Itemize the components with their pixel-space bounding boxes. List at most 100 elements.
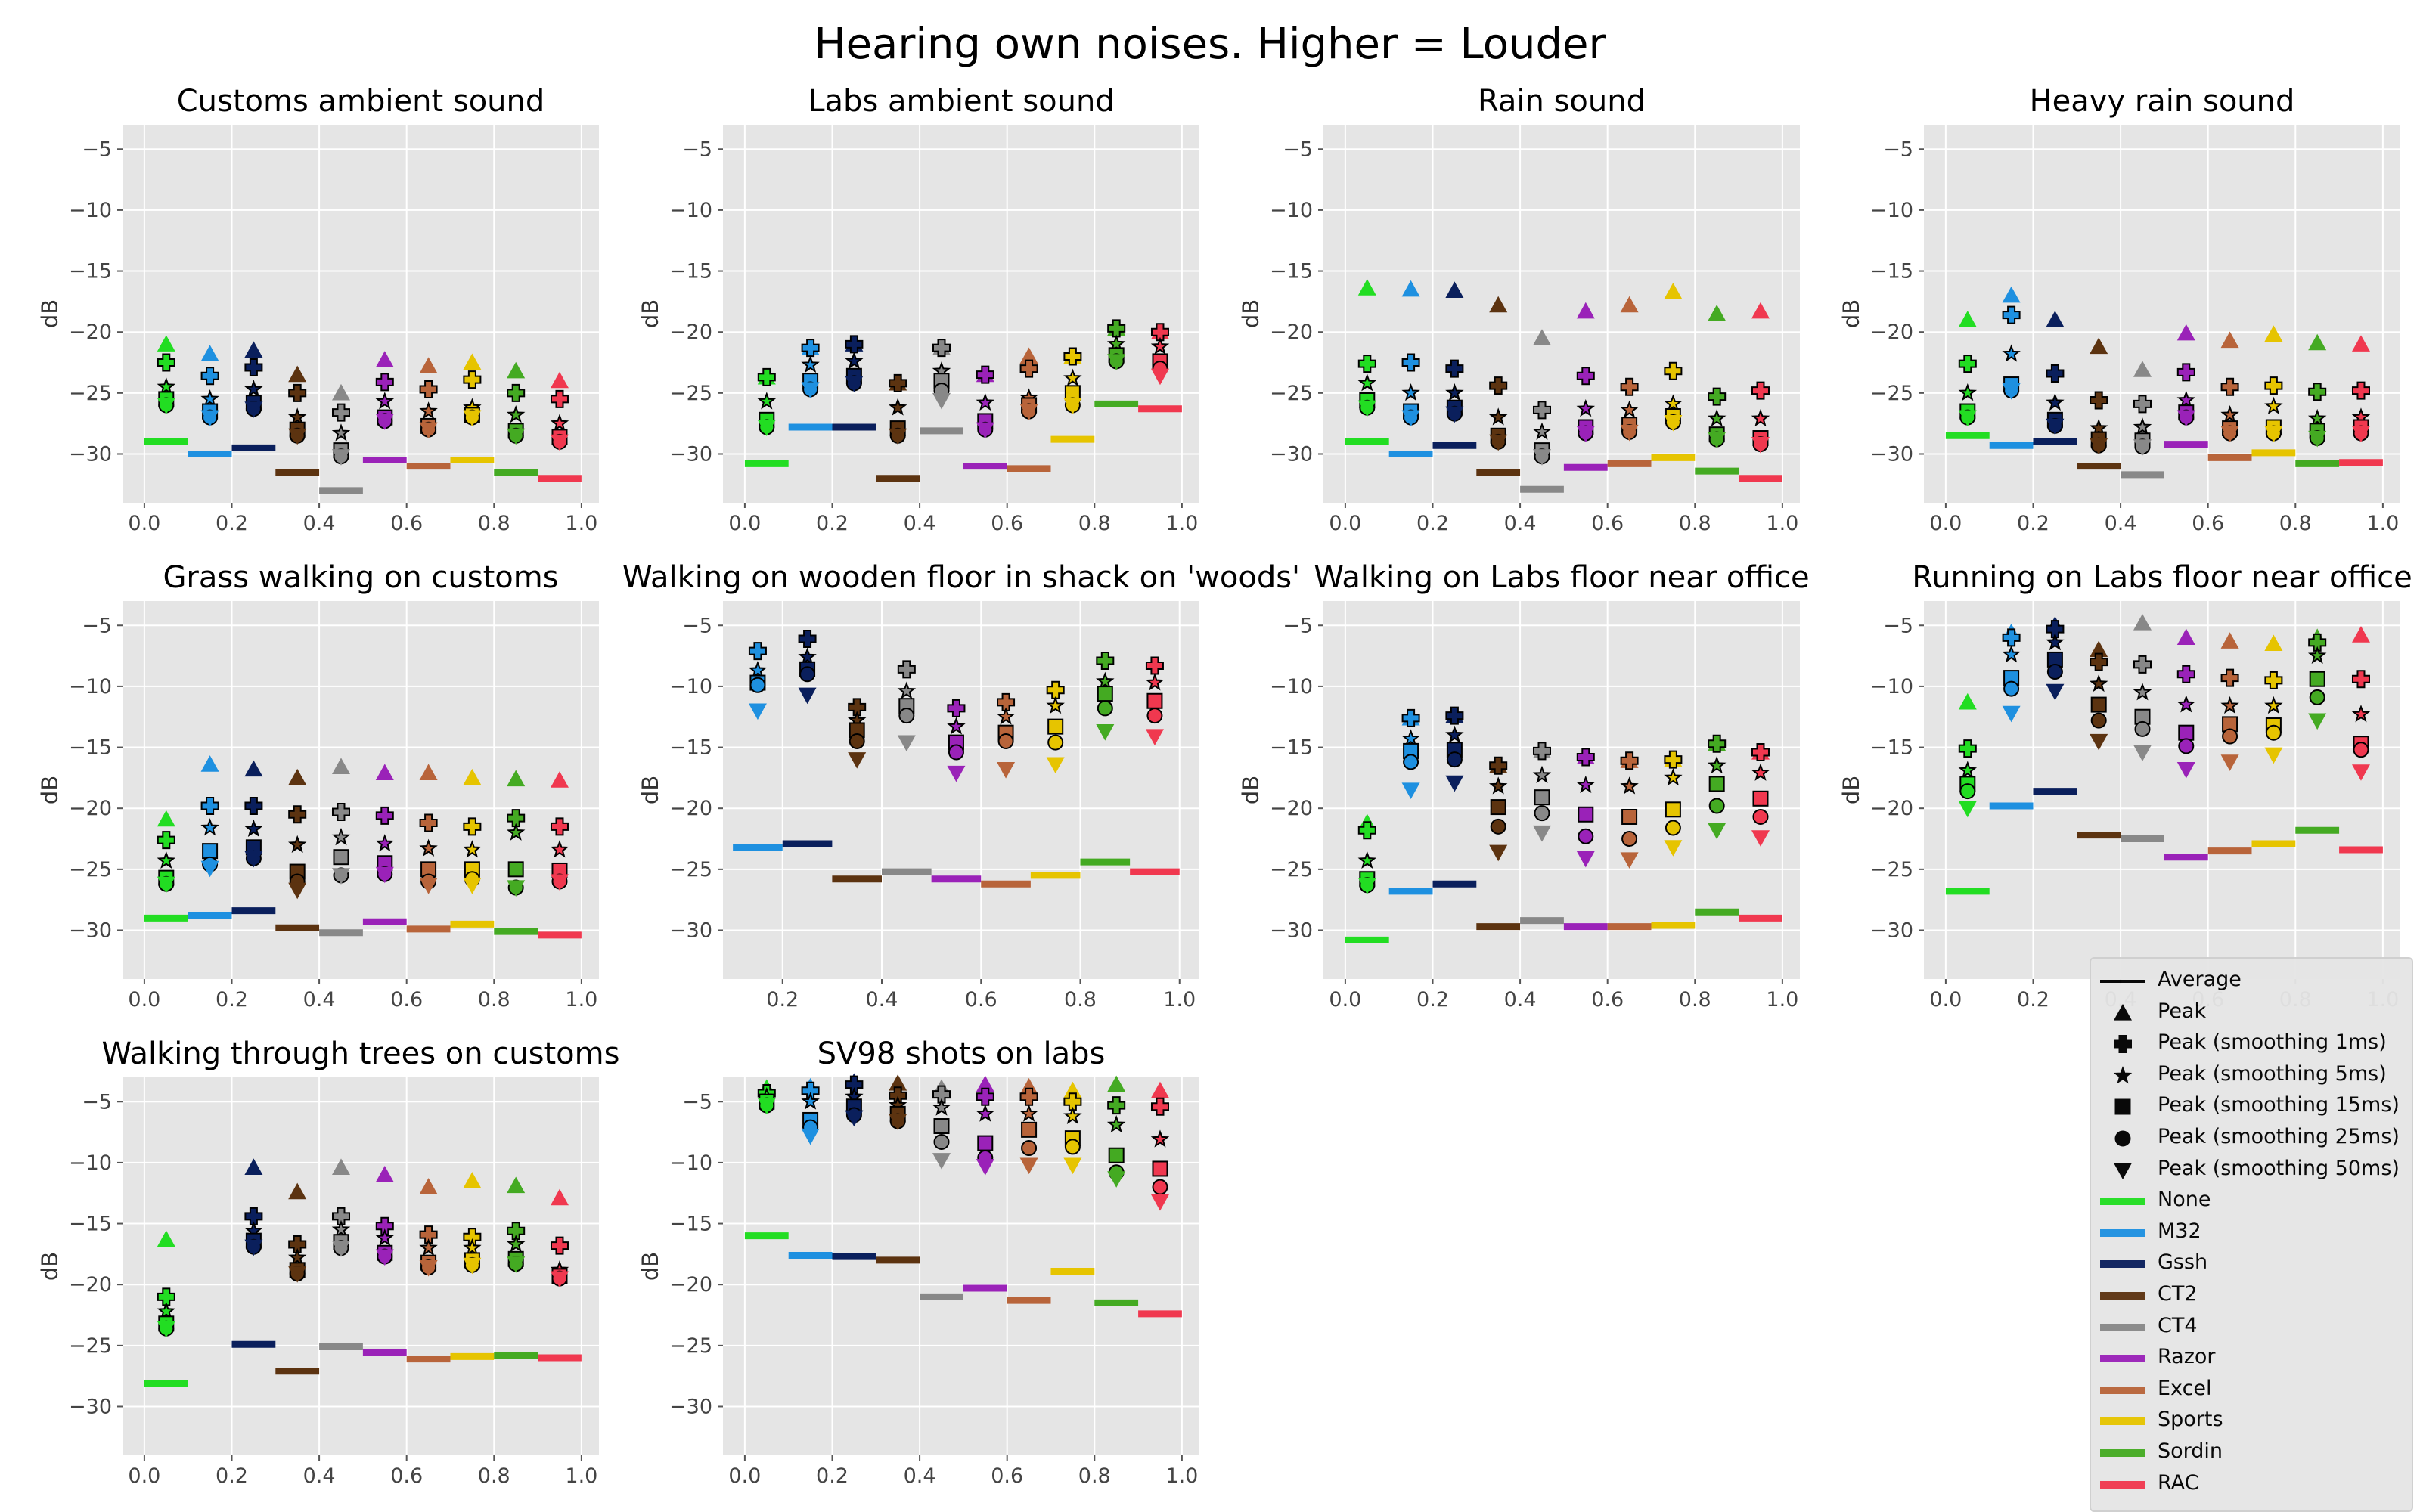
x-tick-label: 0.2 xyxy=(2017,988,2049,1012)
series-sports xyxy=(1050,1081,1095,1275)
peak-marker-plus xyxy=(801,339,820,358)
peak-marker-triangle-down xyxy=(1401,782,1420,799)
series-excel xyxy=(406,764,451,933)
peak-marker-plus xyxy=(463,370,482,389)
peak-marker-plus xyxy=(845,1075,864,1094)
series-ct2 xyxy=(2077,337,2121,470)
peak-marker-triangle-up xyxy=(507,770,526,787)
peak-marker-triangle-up xyxy=(244,760,263,777)
x-tick-label: 0.2 xyxy=(2017,512,2049,535)
peak-marker-triangle-down xyxy=(507,880,526,897)
peak-marker-triangle-up xyxy=(889,1074,908,1091)
peak-marker-triangle-up xyxy=(331,1158,350,1175)
series-sports xyxy=(450,1172,495,1360)
y-axis-label: dB xyxy=(37,1252,63,1281)
peak-marker-circle xyxy=(1959,783,1976,800)
series-ct2 xyxy=(1476,756,1521,931)
x-tick-label: 0.0 xyxy=(1929,512,1962,535)
peak-marker-plus xyxy=(1958,739,1977,758)
peak-marker-star xyxy=(801,355,820,373)
peak-marker-plus xyxy=(997,692,1016,711)
legend-key xyxy=(2100,1418,2145,1426)
peak-marker-triangle-up xyxy=(2090,337,2108,355)
peak-marker-triangle-down xyxy=(331,868,350,885)
series-razor xyxy=(1563,748,1608,931)
peak-marker-circle xyxy=(2090,712,2107,729)
peak-marker-triangle-up xyxy=(463,353,482,370)
subplot-9: 0.0 0.2 0.4 0.6 0.8 1.0 −5 −10 −15 −20 −25 −30 dB Wal… xyxy=(37,1036,619,1488)
peak-marker-plus xyxy=(507,809,526,828)
peak-marker-plus xyxy=(1145,656,1164,675)
legend-label: Peak (smoothing 50ms) xyxy=(2158,1156,2400,1180)
peak-marker-triangle-up xyxy=(2220,331,2239,349)
y-tick-label: −30 xyxy=(69,1395,112,1418)
peak-marker-triangle-up xyxy=(419,357,438,373)
peak-marker-star xyxy=(1145,673,1165,691)
peak-marker-triangle-up xyxy=(1063,1081,1082,1098)
plot-area xyxy=(123,125,599,503)
peak-marker-plus xyxy=(288,805,307,824)
series-none xyxy=(144,810,188,922)
peak-marker-triangle-up xyxy=(157,1230,175,1247)
subplot-5: 0.0 0.2 0.4 0.6 0.8 1.0 −5 −10 −15 −20 −25 −30 dB Gra… xyxy=(37,560,599,1012)
x-tick-label: 0.6 xyxy=(390,988,423,1012)
series-m32 xyxy=(188,345,232,457)
peak-marker-triangle-up xyxy=(2220,632,2239,649)
peak-marker-plus xyxy=(1445,706,1464,725)
series-none xyxy=(144,1230,188,1387)
peak-marker-star xyxy=(1063,1106,1082,1125)
peak-marker-triangle-up xyxy=(1532,329,1551,345)
peak-marker-plus xyxy=(1620,377,1639,396)
series-ct2 xyxy=(275,365,320,476)
peak-marker-star xyxy=(2089,674,2108,692)
peak-marker-star xyxy=(200,389,219,407)
plot-area xyxy=(1924,601,2400,979)
series-ct4 xyxy=(319,758,363,937)
peak-marker-square xyxy=(1146,692,1163,709)
peak-marker-square xyxy=(1021,1121,1038,1138)
y-tick-label: −10 xyxy=(1270,675,1313,699)
peak-marker-star xyxy=(2220,405,2239,423)
peak-marker-triangle-down xyxy=(801,382,820,398)
peak-marker-triangle-down xyxy=(331,449,350,466)
x-tick-label: 1.0 xyxy=(1165,1464,1198,1488)
plot-area xyxy=(723,601,1199,979)
peak-marker-circle xyxy=(997,733,1014,749)
peak-marker-star xyxy=(1532,765,1552,784)
peak-marker-plus xyxy=(845,335,864,354)
legend-label: Peak (smoothing 15ms) xyxy=(2158,1093,2400,1117)
peak-marker-triangle-up xyxy=(375,764,394,781)
peak-marker-triangle-up xyxy=(1620,296,1639,313)
peak-marker-star xyxy=(2264,696,2283,714)
series-gssh xyxy=(1432,281,1477,449)
series-excel xyxy=(2207,632,2252,855)
peak-marker-plus xyxy=(1664,750,1683,769)
peak-marker-triangle-down xyxy=(507,1256,526,1273)
peak-marker-plus xyxy=(1357,355,1376,373)
peak-marker-plus xyxy=(1620,751,1639,770)
peak-marker-star xyxy=(375,1228,395,1247)
peak-marker-star xyxy=(1664,394,1683,412)
peak-marker-triangle-up xyxy=(2002,286,2021,303)
y-tick-label: −15 xyxy=(1270,260,1313,284)
peak-marker-plus xyxy=(2133,655,2152,674)
peak-marker-triangle-up xyxy=(288,365,307,383)
peak-marker-triangle-down xyxy=(2046,683,2065,701)
peak-marker-triangle-down xyxy=(1107,1171,1126,1188)
peak-marker-triangle-up xyxy=(1150,1081,1169,1098)
peak-marker-triangle-up xyxy=(2264,634,2283,652)
peak-marker-plus xyxy=(244,358,263,376)
peak-marker-triangle-down xyxy=(1958,410,1977,427)
peak-marker-triangle-down xyxy=(1046,757,1065,774)
y-tick-label: −25 xyxy=(69,382,112,405)
peak-marker-square xyxy=(1708,776,1725,792)
legend-label: Sordin xyxy=(2158,1439,2223,1463)
peak-marker-triangle-down xyxy=(2351,426,2370,443)
series-sordin xyxy=(494,1176,538,1359)
peak-marker-square xyxy=(507,861,524,878)
peak-marker-star xyxy=(1576,775,1596,793)
peak-marker-star xyxy=(2002,344,2021,362)
plot-area xyxy=(723,125,1199,503)
peak-marker-square xyxy=(977,1135,994,1151)
y-tick-label: −15 xyxy=(69,736,112,760)
